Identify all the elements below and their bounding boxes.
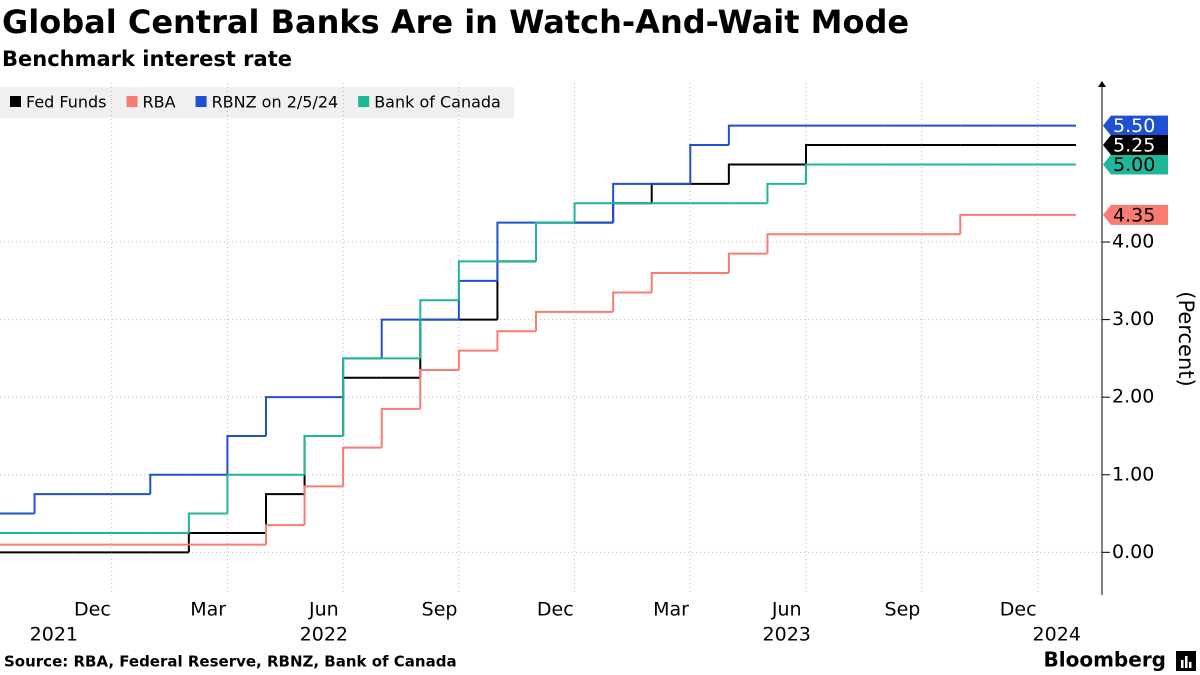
line-segment [535,221,575,262]
line-segment [187,512,228,533]
line-segment [496,260,536,320]
x-tick-label: Mar [190,599,226,621]
x-tick-label: Mar [653,599,689,621]
line-segment [226,434,266,475]
line-segment [265,493,305,533]
line-segment [766,182,806,204]
line-segment [419,299,459,359]
y-tick-label: 1.00 [1112,463,1154,485]
line-segment [265,396,305,436]
end-label: 4.35 [1113,204,1155,226]
line-segment [805,163,845,184]
line-segment [457,279,498,320]
legend-swatch [358,96,370,107]
end-label-box [1103,115,1168,136]
line-segment [149,473,189,495]
legend-label: RBA [143,93,176,112]
line-segment [535,310,575,332]
source: Source: RBA, Federal Reserve, RBNZ, Bank… [4,653,457,671]
x-tick-label: Jun [308,599,339,621]
line-segment [187,531,228,553]
line-segment [380,407,421,448]
line-segment [766,233,806,254]
line-segment [573,202,614,223]
end-label: 5.00 [1113,154,1155,176]
line-segment [727,163,768,184]
line-segment [727,252,768,274]
legend-swatch [195,96,207,107]
x-year-label: 2021 [30,624,78,646]
line-segment [650,272,691,293]
x-tick-label: Jun [771,599,802,621]
y-tick-label: 3.00 [1112,308,1154,330]
line-segment [303,434,344,475]
line-segment [303,485,344,526]
line-segment [380,318,421,359]
y-tick-label: 4.00 [1112,231,1154,253]
legend-label: Bank of Canada [374,93,501,112]
line-segment [419,369,459,409]
series-line [0,124,1076,515]
y-axis-label: (Percent) [1174,291,1198,386]
line-segment [727,124,768,146]
brand-icon [1176,651,1196,671]
line-segment [612,202,652,223]
line-segment [959,213,999,235]
end-label-box [1103,154,1168,175]
y-axis-arrow [1098,81,1106,87]
line-segment [457,260,498,301]
chart-title: Global Central Banks Are in Watch-And-Wa… [2,3,909,41]
end-label-box [1103,135,1168,156]
legend-swatch [10,96,21,107]
brand: Bloomberg [1044,648,1166,672]
line-segment [612,182,652,223]
x-tick-label: Dec [537,599,574,621]
legend-swatch [126,96,138,107]
end-label-box [1103,204,1168,225]
x-tick-label: Dec [1000,599,1037,621]
chart-subtitle: Benchmark interest rate [2,47,292,71]
y-tick-label: 2.00 [1112,386,1154,408]
x-year-label: 2024 [1033,624,1081,646]
x-tick-label: Sep [885,599,921,621]
series-line [0,213,1076,546]
x-tick-label: Sep [422,599,458,621]
line-segment [496,221,536,281]
legend-label: Fed Funds [26,93,107,112]
line-segment [265,524,305,545]
x-tick-label: Dec [74,599,111,621]
line-segment [457,349,498,371]
line-segment [689,144,729,184]
line-segment [612,291,652,312]
line-segment [805,144,845,165]
line-segment [650,182,691,204]
line-segment [342,357,382,436]
x-year-label: 2023 [763,624,811,646]
line-segment [496,330,536,351]
series-line [0,163,1076,534]
series-line [0,144,1076,554]
line-segment [342,376,382,436]
end-label: 5.25 [1113,135,1155,157]
y-tick-label: 0.00 [1112,541,1154,563]
end-label: 5.50 [1113,115,1155,137]
line-segment [33,493,74,514]
legend-background [0,87,514,118]
line-segment [226,473,266,514]
line-segment [342,446,382,487]
legend-label: RBNZ on 2/5/24 [212,93,339,112]
x-year-label: 2022 [300,624,348,646]
